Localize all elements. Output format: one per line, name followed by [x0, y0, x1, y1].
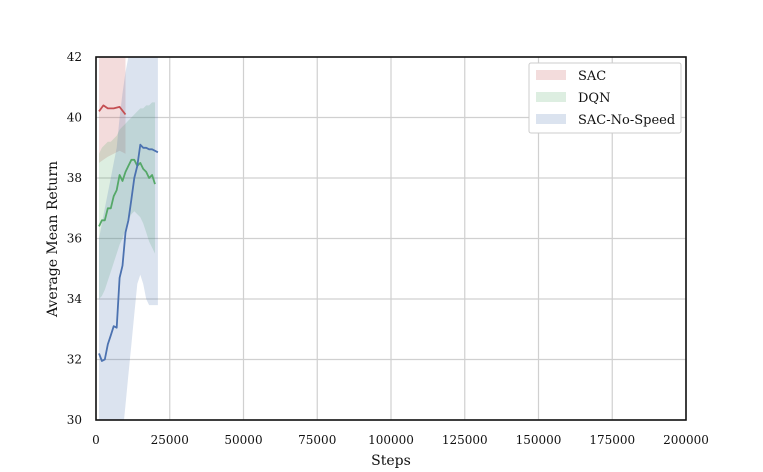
- y-tick-label: 38: [67, 171, 82, 185]
- x-tick-label: 175000: [589, 433, 635, 447]
- series-lines: [98, 104, 159, 362]
- y-tick-label: 36: [67, 232, 82, 246]
- x-tick-label: 200000: [663, 433, 709, 447]
- x-tick-label: 75000: [298, 433, 336, 447]
- band-0: [99, 57, 126, 163]
- line-0: [98, 104, 127, 116]
- x-tick-label: 25000: [151, 433, 189, 447]
- legend-box: [528, 62, 682, 134]
- x-tick-label: 150000: [516, 433, 562, 447]
- x-axis-ticks: 0 25000 50000 75000 100000 125000 150000 175000…: [92, 433, 709, 447]
- legend-label: SAC-No-Speed: [578, 113, 675, 128]
- legend-label: DQN: [578, 91, 610, 106]
- x-tick-label: 125000: [442, 433, 488, 447]
- line-2: [98, 143, 159, 362]
- legend: SAC DQN SAC-No-Speed: [528, 62, 682, 134]
- y-axis-label: Average Mean Return: [45, 161, 61, 318]
- y-tick-label: 30: [67, 413, 82, 427]
- line-1: [98, 158, 156, 227]
- band-1: [99, 102, 155, 300]
- x-tick-label: 50000: [224, 433, 262, 447]
- y-tick-label: 42: [67, 50, 82, 64]
- legend-label: SAC: [578, 69, 606, 84]
- x-tick-label: 100000: [368, 433, 414, 447]
- y-tick-label: 32: [67, 353, 82, 367]
- x-axis-label: Steps: [371, 453, 411, 469]
- legend-swatch: [536, 92, 566, 102]
- y-axis-ticks: 30 32 34 36 38 40 42: [67, 50, 83, 427]
- y-tick-label: 40: [67, 111, 82, 125]
- plot-frame: [95, 56, 687, 421]
- legend-swatch: [536, 114, 566, 124]
- legend-swatch: [536, 70, 566, 80]
- y-tick-label: 34: [67, 292, 83, 306]
- x-tick-label: 0: [92, 433, 100, 447]
